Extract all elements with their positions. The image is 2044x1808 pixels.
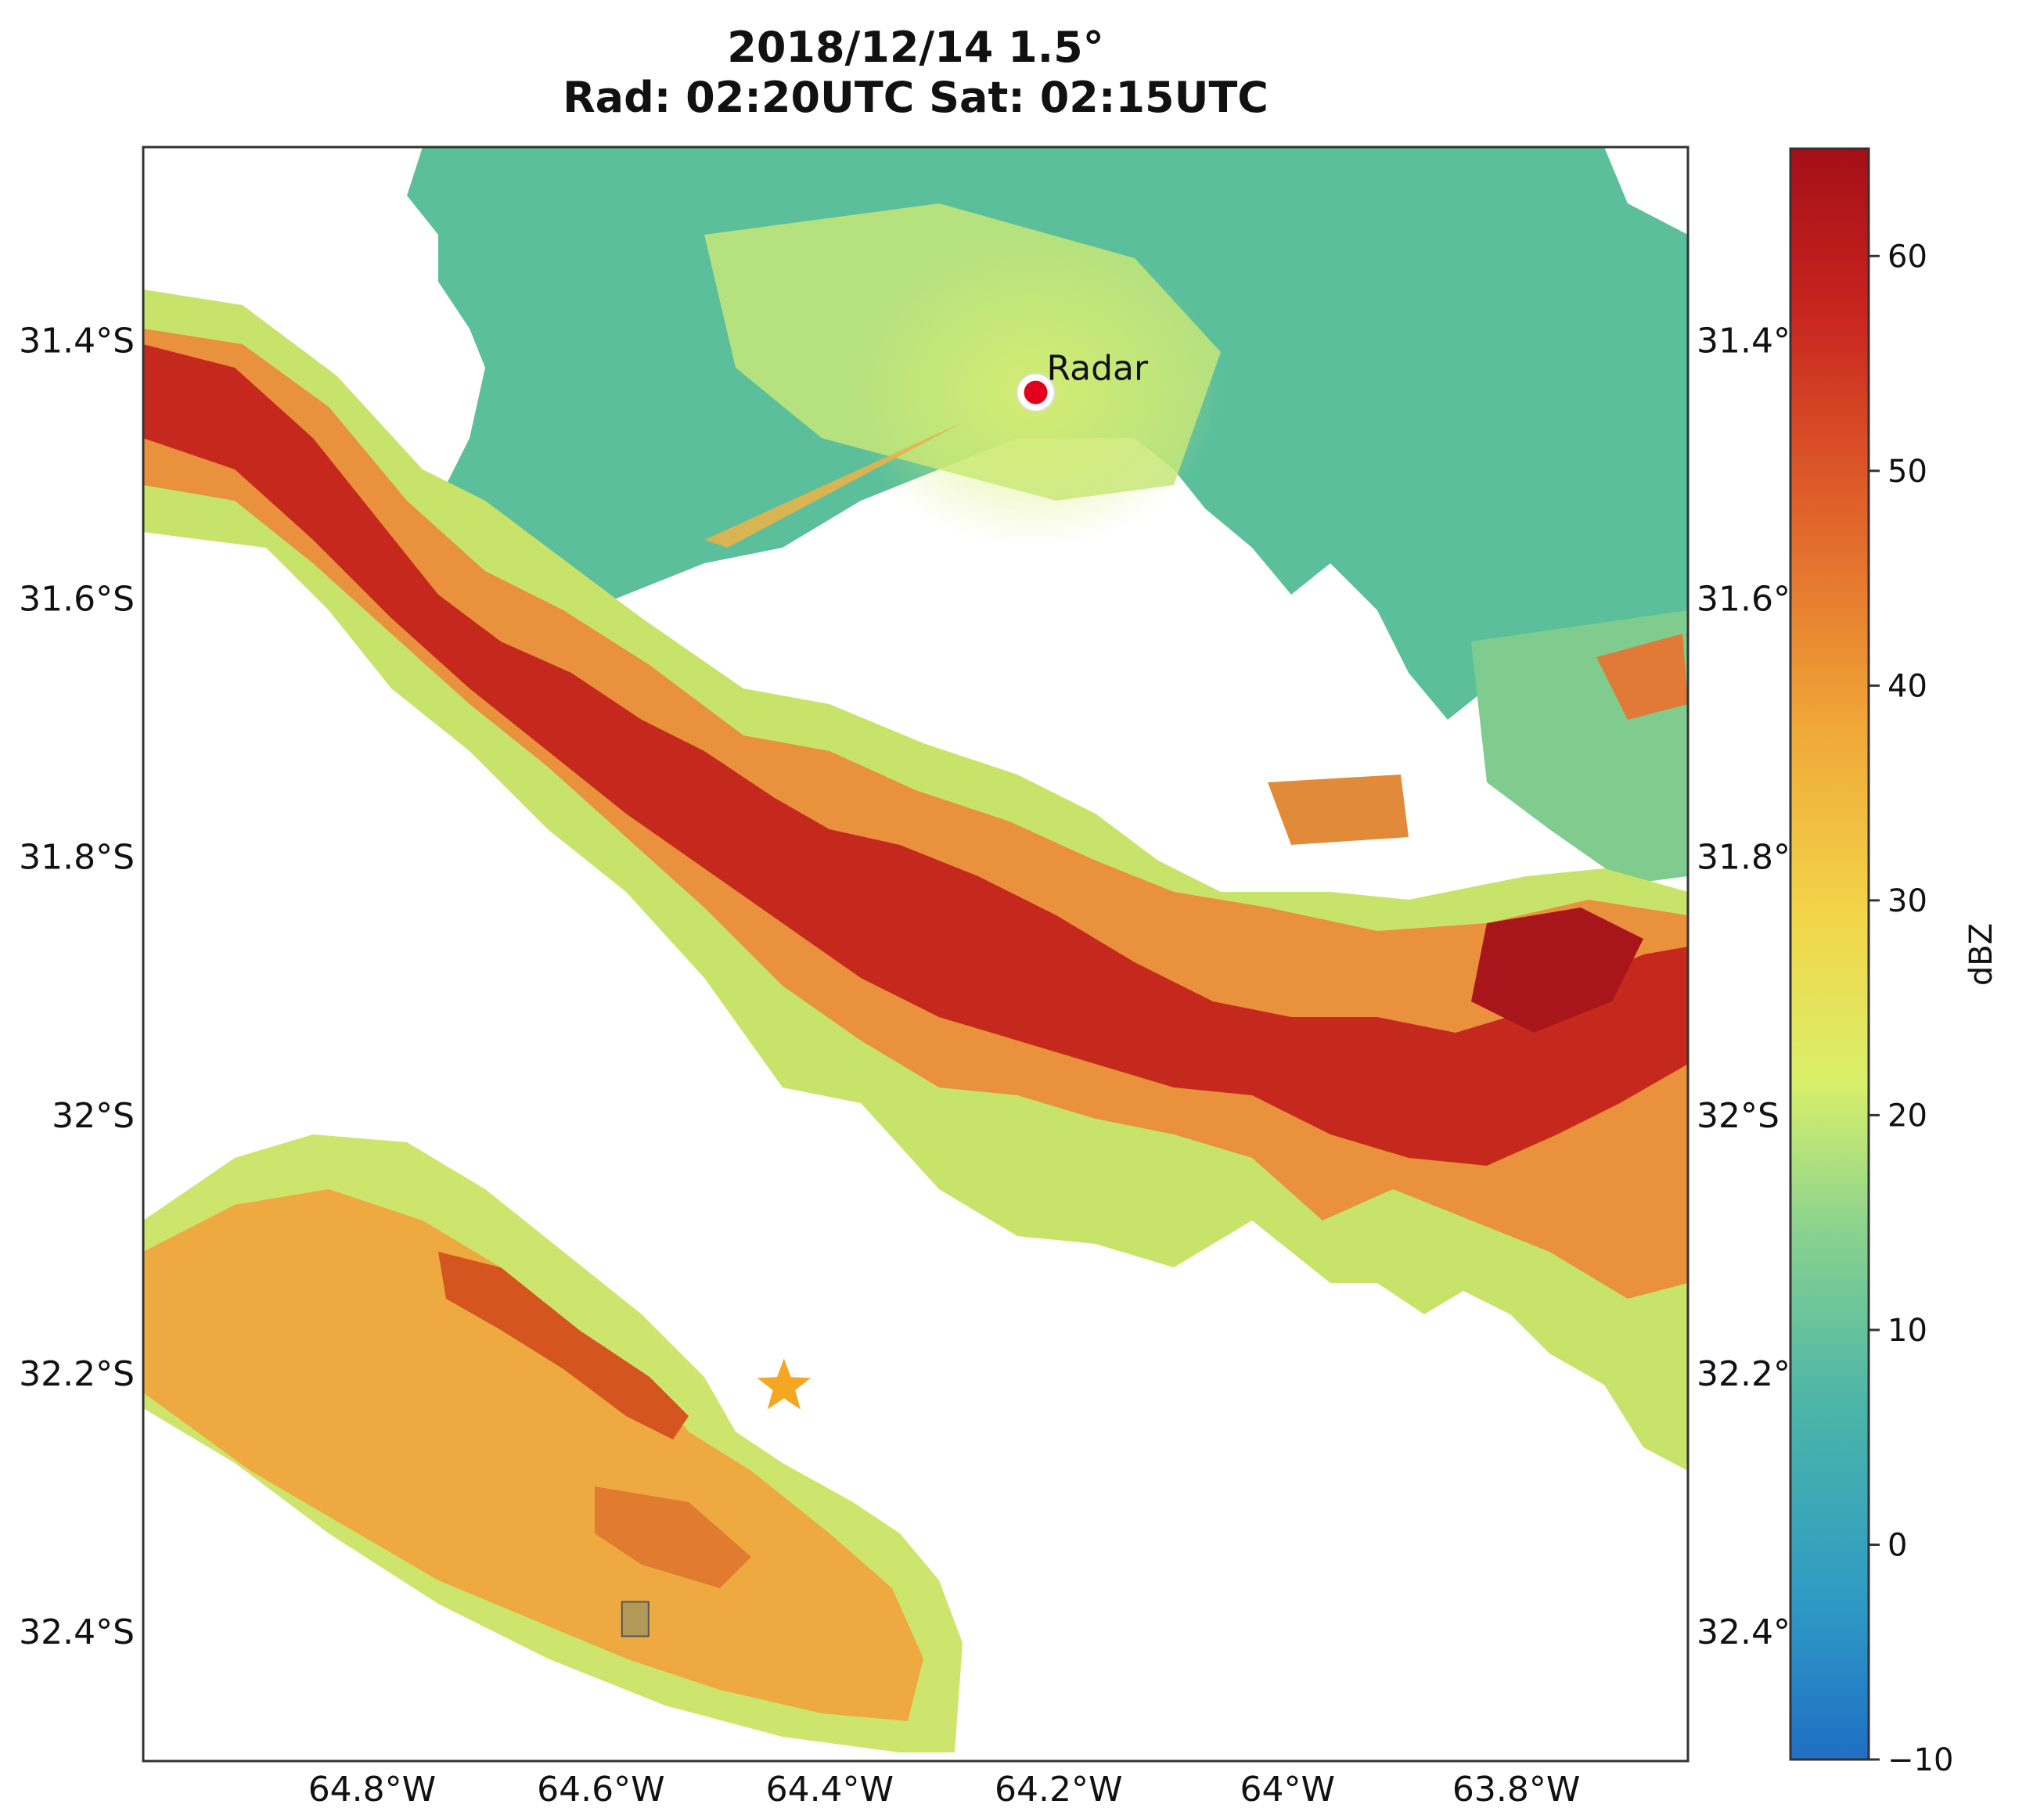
colorbar-tick-label: 30 xyxy=(1887,883,1927,919)
longitude-labels-bottom: 64.8°W 64.6°W 64.4°W 64.2°W 64°W 63.8°W xyxy=(308,1770,1581,1808)
lat-label-left: 32.2°S xyxy=(19,1354,135,1394)
reflectivity-field xyxy=(143,147,1688,1752)
colorbar-tick-label: 50 xyxy=(1887,454,1927,490)
star-marker-icon xyxy=(757,1358,811,1410)
square-marker-icon xyxy=(621,1601,650,1637)
lat-label-right: 31.6° xyxy=(1697,580,1790,620)
lon-label: 63.8°W xyxy=(1452,1770,1580,1808)
lat-label-right: 32.4° xyxy=(1697,1612,1790,1652)
mid-cell xyxy=(1268,775,1409,845)
southwest-echo-core-2 xyxy=(595,1486,751,1588)
colorbar-tick-label: −10 xyxy=(1887,1742,1953,1778)
latitude-labels-left: 31.4°S 31.6°S 31.8°S 32°S 32.2°S 32.4°S xyxy=(19,322,135,1652)
colorbar-tick-label: 0 xyxy=(1887,1527,1907,1563)
lon-label: 64.4°W xyxy=(766,1770,894,1808)
colorbar-label: dBZ xyxy=(1963,923,1999,986)
radial-spike xyxy=(704,422,963,548)
radar-label: Radar xyxy=(1047,349,1149,389)
lat-label-left: 31.6°S xyxy=(19,580,135,620)
colorbar-ticks: −10 0 10 20 30 40 50 60 xyxy=(1869,239,1953,1778)
colorbar-tick-label: 20 xyxy=(1887,1098,1927,1134)
colorbar-tick-label: 10 xyxy=(1887,1313,1927,1349)
lat-label-right: 31.4° xyxy=(1697,322,1790,361)
lon-label: 64.8°W xyxy=(308,1770,436,1808)
map-title-date-elevation: 2018/12/14 1.5° xyxy=(727,23,1104,72)
lat-label-right: 32.2° xyxy=(1697,1354,1790,1394)
lon-label: 64.6°W xyxy=(537,1770,664,1808)
lon-label: 64.2°W xyxy=(995,1770,1122,1808)
lat-label-left: 32.4°S xyxy=(19,1612,135,1652)
colorbar-tick-label: 60 xyxy=(1887,239,1927,275)
radar-marker: Radar xyxy=(1016,349,1149,412)
colorbar xyxy=(1789,147,1870,1761)
colorbar-tick-label: 40 xyxy=(1887,668,1927,704)
latitude-labels-right: 31.4° 31.6° 31.8° 32°S 32.2° 32.4° xyxy=(1697,322,1790,1652)
southwest-echo-band xyxy=(143,1189,923,1721)
plot-frame xyxy=(142,146,1690,1763)
lat-label-left: 32°S xyxy=(52,1096,135,1136)
southwest-echo-core xyxy=(438,1252,689,1440)
squall-line-peak-core xyxy=(1471,908,1643,1033)
map-title-times: Rad: 02:20UTC Sat: 02:15UTC xyxy=(563,73,1269,122)
lat-label-right: 31.8° xyxy=(1697,838,1790,878)
east-cell xyxy=(1596,634,1688,720)
lon-label: 64°W xyxy=(1240,1770,1335,1808)
lat-label-left: 31.8°S xyxy=(19,838,135,878)
lat-label-right: 32°S xyxy=(1697,1096,1780,1136)
squall-line-core xyxy=(143,344,1688,1166)
lat-label-left: 31.4°S xyxy=(19,322,135,361)
